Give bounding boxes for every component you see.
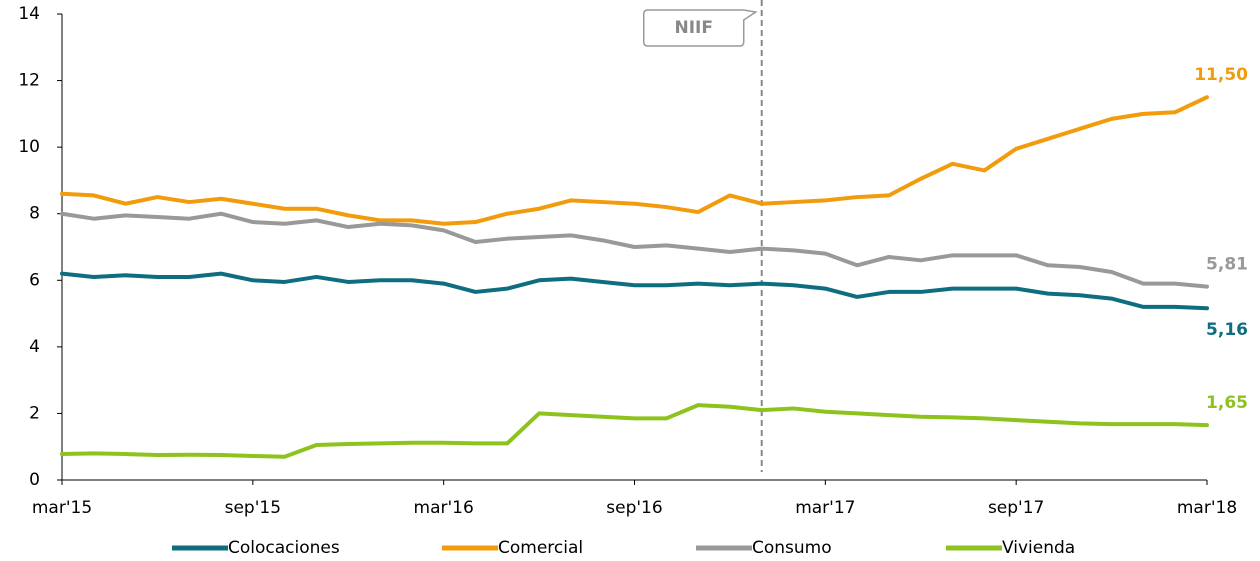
series-line (60, 95, 1209, 226)
legend-label: Colocaciones (228, 538, 340, 558)
y-tick-label: 0 (29, 470, 40, 490)
series-line (60, 271, 1209, 311)
y-tick-label: 6 (29, 270, 40, 290)
x-tick-label: mar'17 (795, 498, 855, 518)
x-tick-label: sep'15 (225, 498, 281, 518)
y-tick-label: 4 (29, 337, 40, 357)
x-tick-label: mar'16 (414, 498, 474, 518)
y-tick-label: 10 (18, 137, 40, 157)
annotation-label: NIIF (674, 18, 713, 38)
value-label: 11,50 (1194, 65, 1248, 85)
y-tick-label: 8 (29, 204, 40, 224)
value-label: 1,65 (1206, 393, 1248, 413)
value-label: 5,81 (1206, 255, 1248, 275)
x-tick-label: sep'17 (988, 498, 1044, 518)
x-tick-label: mar'18 (1177, 498, 1237, 518)
series-line (60, 403, 1209, 459)
annotation-box (642, 9, 758, 47)
legend-label: Comercial (498, 538, 583, 558)
y-tick-label: 14 (18, 4, 40, 24)
value-label: 5,16 (1206, 320, 1248, 340)
y-tick-label: 2 (29, 403, 40, 423)
x-tick-label: mar'15 (32, 498, 92, 518)
y-tick-label: 12 (18, 71, 40, 91)
legend-label: Vivienda (1002, 538, 1075, 558)
series-line (60, 211, 1209, 289)
x-tick-label: sep'16 (606, 498, 662, 518)
legend-label: Consumo (752, 538, 832, 558)
